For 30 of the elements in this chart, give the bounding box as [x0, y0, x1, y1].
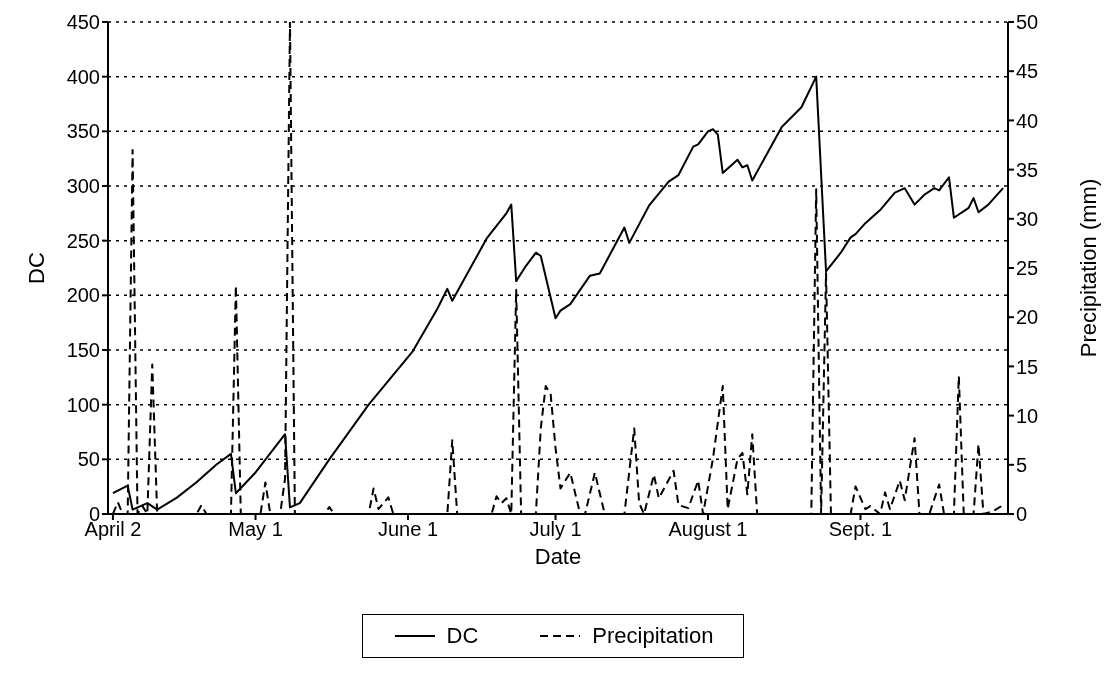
y2-tick-label: 30	[1016, 207, 1039, 230]
y2-tick-label: 45	[1016, 60, 1039, 83]
x-axis-title: Date	[534, 544, 582, 569]
y2-tick-label: 25	[1016, 257, 1039, 280]
y2-tick-label: 50	[1016, 11, 1039, 34]
legend-label: DC	[446, 623, 479, 649]
y-tick-label: 250	[66, 229, 100, 252]
x-tick-label: July 1	[529, 518, 582, 541]
y2-axis-title: Precipitation (mm)	[1075, 178, 1101, 358]
y-tick-label: 350	[66, 120, 100, 143]
y-axis-title: DC	[23, 252, 49, 284]
x-tick-label: August 1	[668, 518, 748, 541]
x-tick-label: May 1	[228, 518, 283, 541]
y2-tick-label: 10	[1016, 404, 1039, 427]
y2-tick-label: 40	[1016, 109, 1039, 132]
y-tick-label: 200	[66, 284, 100, 307]
y-tick-label: 150	[66, 339, 100, 362]
y2-tick-label: 15	[1016, 355, 1039, 378]
y-tick-label: 50	[77, 448, 100, 471]
y2-tick-label: 0	[1016, 503, 1028, 526]
x-tick-label: June 1	[377, 518, 439, 541]
y-tick-label: 400	[66, 65, 100, 88]
y2-tick-label: 20	[1016, 306, 1039, 329]
y-tick-label: 100	[66, 393, 100, 416]
x-tick-label: Sept. 1	[828, 518, 893, 541]
y-tick-label: 450	[66, 11, 100, 34]
y2-tick-label: 35	[1016, 158, 1039, 181]
y-tick-label: 300	[66, 175, 100, 198]
y2-tick-label: 5	[1016, 453, 1028, 476]
legend-label: Precipitation	[592, 623, 714, 649]
